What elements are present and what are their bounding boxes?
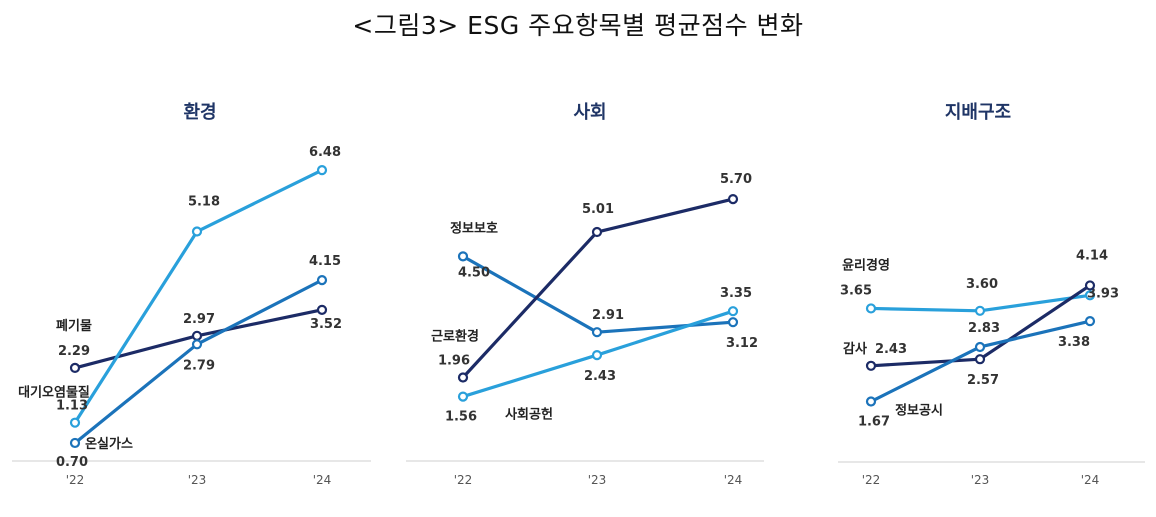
data-label: 5.70 (720, 172, 752, 187)
data-point (316, 275, 328, 286)
data-point (316, 165, 328, 176)
data-point (865, 360, 877, 371)
data-point (974, 354, 986, 365)
data-label: 3.38 (1058, 335, 1090, 350)
data-label: 2.91 (592, 308, 624, 323)
panel-title-social: 사회 (573, 102, 607, 123)
chart-1: '22 '23 '24 2.29 2.97 3.52 폐기물 1.13 5.18 6.48 대기오염… (12, 145, 371, 487)
data-point (591, 226, 603, 238)
data-point (457, 372, 469, 383)
data-point (69, 437, 81, 449)
series-name-label: 감사 (843, 341, 867, 357)
data-label: 0.70 (56, 455, 88, 470)
data-label: 2.57 (967, 373, 999, 388)
x-tick-label: '22 (454, 473, 473, 487)
data-label: 2.43 (875, 342, 907, 357)
data-point (727, 194, 739, 205)
data-point (727, 317, 739, 328)
data-point (591, 349, 603, 361)
series-name-label: 폐기물 (56, 319, 92, 334)
data-label: 3.12 (726, 336, 758, 351)
data-point (1084, 290, 1096, 301)
data-label: 2.83 (968, 321, 1000, 336)
data-point (457, 391, 469, 402)
x-tick-label: '24 (313, 473, 332, 487)
data-label: 3.65 (840, 283, 872, 298)
data-point (974, 341, 986, 353)
data-label: 4.15 (309, 254, 341, 269)
data-point (69, 417, 81, 428)
x-tick-label: '23 (188, 473, 207, 487)
panel-title-env: 환경 (183, 102, 217, 123)
series-name-label: 윤리경영 (842, 257, 890, 273)
data-label: 2.43 (584, 369, 616, 384)
data-point (191, 339, 203, 350)
data-point (69, 362, 81, 374)
x-tick-label: '22 (66, 473, 85, 487)
data-point (727, 306, 739, 317)
series-name-label: 정보공시 (895, 403, 943, 419)
x-tick-label: '24 (1081, 473, 1100, 487)
data-label: 5.01 (582, 202, 614, 217)
chart-2: '22 '23 '24 4.50 2.91 3.12 정보보호 1.96 5.01 5.70 근로환… (406, 172, 764, 487)
data-point (316, 304, 328, 315)
x-tick-label: '23 (971, 473, 990, 487)
data-label: 1.96 (438, 354, 470, 369)
data-label: 3.60 (966, 277, 998, 292)
chart-3: '22 '23 '24 3.65 3.60 3.93 윤리경영 2.43 2.57 4.14 감사 1… (838, 248, 1145, 487)
series-name-label: 정보보호 (450, 220, 498, 236)
data-label: 4.14 (1076, 248, 1108, 263)
series-name-label: 대기오염물질 (18, 385, 90, 401)
data-point (191, 330, 203, 341)
data-label: 2.29 (58, 344, 90, 359)
data-point (865, 396, 877, 407)
series-name-label: 사회공헌 (505, 407, 553, 423)
data-label: 1.13 (56, 399, 88, 414)
data-point (457, 251, 469, 262)
x-tick-label: '22 (862, 473, 881, 487)
x-tick-label: '24 (724, 473, 743, 487)
data-label: 4.50 (458, 265, 490, 280)
data-point (1084, 316, 1096, 327)
data-point (1084, 280, 1096, 291)
data-label: 3.52 (310, 317, 342, 332)
panel-title-governance: 지배구조 (944, 102, 1012, 123)
data-label: 3.35 (720, 286, 752, 301)
data-point (865, 303, 877, 314)
main-title: <그림3> ESG 주요항목별 평균점수 변화 (352, 11, 804, 40)
data-point (191, 226, 203, 237)
data-label: 1.56 (445, 410, 477, 425)
data-point (591, 327, 603, 338)
data-label: 5.18 (188, 195, 220, 210)
data-label: 6.48 (309, 145, 341, 160)
data-label: 2.79 (183, 358, 215, 373)
series-name-label: 온실가스 (85, 436, 133, 452)
data-label: 2.97 (183, 312, 215, 327)
x-tick-label: '23 (588, 473, 607, 487)
series-name-label: 근로환경 (431, 329, 479, 345)
data-label: 3.93 (1087, 286, 1119, 301)
data-label: 1.67 (858, 415, 890, 430)
data-point (974, 305, 986, 316)
